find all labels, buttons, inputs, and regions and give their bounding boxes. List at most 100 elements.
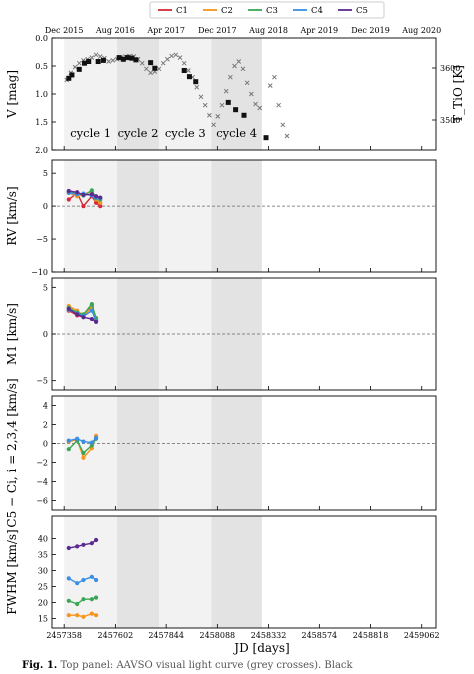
y-tick-label: 30	[38, 566, 48, 575]
data-point	[66, 613, 71, 618]
cross-point	[144, 66, 149, 72]
cross-point	[244, 80, 250, 86]
y-tick-label: 2.0	[35, 146, 48, 155]
cross-point	[248, 91, 254, 97]
data-point	[93, 537, 99, 543]
x-tick-label: 2457602	[98, 631, 134, 640]
cycle-label: cycle 1	[70, 126, 111, 140]
data-point	[81, 315, 86, 320]
data-point	[75, 312, 80, 317]
data-point	[75, 436, 80, 441]
panel-cdiff: 4 2 0 −2 −4 −6 C5 − Ci, i = 2,3,4 [km/s]	[5, 378, 437, 528]
square-point	[76, 66, 82, 72]
data-point	[98, 204, 103, 209]
square-point	[69, 72, 75, 78]
cross-point	[253, 101, 258, 107]
y2-axis-label: T_TiO [K]	[451, 65, 465, 123]
cross-point	[207, 112, 212, 118]
data-point	[66, 188, 71, 194]
y-tick-label: 0.0	[35, 34, 48, 43]
panel-frame	[51, 395, 437, 511]
cross-point	[97, 54, 103, 59]
y-tick-label: 20	[38, 598, 48, 607]
x-axis-label: JD [days]	[232, 641, 289, 655]
cross-point	[160, 60, 166, 66]
top-date-label: Apr 2017	[146, 26, 185, 35]
legend-label-c3: C3	[266, 6, 278, 16]
data-point	[66, 306, 71, 311]
cross-point	[198, 94, 204, 100]
y-tick-label: 5	[43, 169, 48, 178]
cycle-shade	[159, 396, 212, 510]
data-point	[93, 194, 99, 199]
y-tick-label: −5	[36, 235, 48, 244]
x-tick-label: 2458574	[302, 631, 338, 640]
square-point	[193, 79, 199, 85]
square-point	[133, 57, 139, 63]
data-point	[89, 192, 94, 197]
series-c4	[66, 435, 99, 445]
square-point	[120, 56, 126, 62]
panel-m1: 5 0 −5 M1 [km/s]	[5, 277, 437, 391]
series-c3	[66, 595, 99, 607]
top-date-label: Dec 2019	[351, 26, 390, 35]
cycle-shade	[211, 396, 262, 510]
data-point	[93, 595, 99, 600]
cross-point	[211, 122, 216, 128]
square-point	[116, 55, 122, 61]
top-date-label: Aug 2020	[401, 26, 441, 35]
data-point	[98, 195, 103, 200]
cross-point	[215, 114, 221, 119]
y-tick-label: 5	[43, 283, 48, 292]
series-c4	[66, 574, 99, 586]
data-point	[81, 204, 86, 209]
top-date-axis: Dec 2015 Aug 2016 Apr 2017 Dec 2017 Aug 2018…	[45, 26, 441, 35]
data-point	[93, 577, 99, 583]
caption-prefix: Fig. 1.	[22, 660, 58, 671]
series-c5	[66, 537, 99, 551]
y-tick-label: −2	[36, 459, 48, 468]
cross-point	[267, 83, 273, 88]
cross-point	[156, 66, 162, 72]
cross-point	[223, 88, 229, 94]
cross-point	[186, 68, 191, 73]
square-point	[263, 135, 269, 141]
data-point	[66, 598, 71, 603]
top-date-label: Aug 2018	[248, 26, 288, 35]
square-point	[100, 57, 106, 63]
x-tick-label: 2457844	[148, 631, 184, 640]
figure-caption: Fig. 1. Top panel: AAVSO visual light cu…	[22, 660, 474, 671]
top-date-label: Apr 2019	[300, 26, 339, 35]
cross-point	[257, 105, 263, 111]
cycle-shade	[64, 516, 118, 628]
y-axis-label: RV [km/s]	[5, 186, 19, 245]
data-point	[81, 577, 86, 583]
legend-label-c5: C5	[356, 6, 368, 16]
panel-frame	[51, 515, 437, 629]
cross-point	[181, 60, 187, 66]
cycle-shade	[117, 38, 160, 150]
square-point	[66, 75, 72, 81]
cycle-shade	[159, 516, 212, 628]
data-point	[66, 576, 71, 581]
y2-tick-label: 3500	[440, 116, 460, 125]
data-point	[89, 302, 94, 307]
panel-fwhm: 40 35 30 25 20 15 FWHM [km/s] 2457358 2457602 245…	[5, 515, 440, 640]
cycle-shade	[64, 396, 118, 510]
cross-point	[139, 60, 145, 66]
data-point	[93, 435, 99, 440]
legend-box	[149, 1, 385, 19]
legend-label-c2: C2	[221, 6, 233, 16]
data-point	[89, 574, 94, 579]
y-axis-label: FWHM [km/s]	[5, 529, 19, 614]
y-tick-label: 25	[38, 582, 48, 591]
y-tick-label: 40	[38, 534, 48, 543]
cross-point	[202, 102, 208, 108]
cross-point	[280, 122, 286, 128]
data-point	[93, 319, 99, 324]
cross-point	[110, 58, 116, 63]
caption-text: Top panel: AAVSO visual light curve (gre…	[57, 660, 353, 671]
y-axis-label: C5 − Ci, i = 2,3,4 [km/s]	[5, 378, 19, 527]
data-point	[98, 200, 103, 205]
